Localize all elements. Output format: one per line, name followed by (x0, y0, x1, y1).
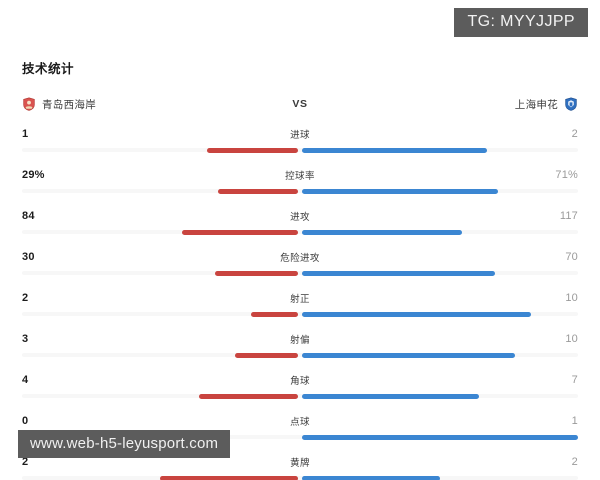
stat-row: 30 危险进攻 70 (22, 246, 578, 278)
page-title: 技术统计 (22, 62, 75, 76)
home-value: 4 (22, 374, 29, 386)
away-value: 10 (565, 292, 578, 304)
away-bar-fill (302, 352, 515, 358)
teams-header: 青岛西海岸 VS 上海申花 (22, 95, 578, 113)
stat-row: 4 角球 7 (22, 369, 578, 401)
home-bar-fill (215, 270, 298, 276)
vs-label: VS (292, 98, 308, 110)
home-value: 2 (22, 456, 29, 468)
stat-bar (22, 227, 578, 237)
away-crest-icon (564, 97, 578, 111)
home-bar-fill (251, 311, 298, 317)
stat-label: 点球 (290, 417, 310, 428)
home-value: 3 (22, 333, 29, 345)
away-bar-fill (302, 393, 479, 399)
stat-label: 控球率 (285, 171, 315, 182)
bar-track-bg (22, 435, 578, 439)
home-value: 0 (22, 415, 29, 427)
stat-row: 3 射偏 10 (22, 328, 578, 360)
away-value: 7 (571, 374, 578, 386)
away-value: 70 (565, 251, 578, 263)
away-bar-fill (302, 147, 487, 153)
home-bar-fill (198, 393, 298, 399)
away-value: 10 (565, 333, 578, 345)
bar-track-bg (22, 230, 578, 234)
stat-bar (22, 473, 578, 480)
stat-bar (22, 145, 578, 155)
home-bar-fill (217, 188, 298, 194)
away-team[interactable]: 上海申花 (515, 97, 578, 112)
away-bar-fill (302, 434, 578, 440)
away-bar-fill (302, 270, 496, 276)
home-value: 29% (22, 169, 45, 181)
away-bar-fill (302, 188, 498, 194)
home-team[interactable]: 青岛西海岸 (22, 97, 96, 112)
stat-row: 1 进球 2 (22, 123, 578, 155)
stat-label: 进球 (290, 130, 310, 141)
stat-bar (22, 186, 578, 196)
stat-label: 危险进攻 (280, 253, 320, 264)
site-watermark: www.web-h5-leyusport.com (18, 430, 231, 458)
stat-bar (22, 350, 578, 360)
home-bar-fill (234, 352, 298, 358)
home-team-name: 青岛西海岸 (42, 98, 96, 111)
stat-bar (22, 309, 578, 319)
bar-track-bg (22, 353, 578, 357)
stats-list: 1 进球 2 29% 控球率 71% (22, 123, 578, 480)
home-crest-icon (22, 97, 36, 111)
bar-track-bg (22, 394, 578, 398)
bar-track-bg (22, 312, 578, 316)
home-value: 84 (22, 210, 35, 222)
stat-label: 进攻 (290, 212, 310, 223)
away-bar-fill (302, 311, 532, 317)
away-bar-fill (302, 475, 440, 480)
away-value: 2 (571, 128, 578, 140)
stat-label: 射正 (290, 294, 310, 305)
stat-label: 角球 (290, 376, 310, 387)
bar-track-bg (22, 476, 578, 480)
home-bar-fill (182, 229, 298, 235)
away-value: 71% (555, 169, 578, 181)
away-value: 1 (571, 415, 578, 427)
away-value: 117 (559, 210, 578, 222)
home-value: 1 (22, 128, 29, 140)
match-stats-panel: 技术统计 青岛西海岸 VS 上海申花 (0, 58, 600, 480)
stat-bar (22, 268, 578, 278)
home-value: 2 (22, 292, 29, 304)
home-bar-fill (160, 475, 298, 480)
stat-row: 2 射正 10 (22, 287, 578, 319)
stat-bar (22, 391, 578, 401)
tg-badge: TG: MYYJJPP (454, 8, 588, 37)
bar-track-bg (22, 148, 578, 152)
stat-row: 84 进攻 117 (22, 205, 578, 237)
bar-track-bg (22, 189, 578, 193)
away-value: 2 (571, 456, 578, 468)
bar-track-bg (22, 271, 578, 275)
stat-bar (22, 432, 578, 442)
home-bar-fill (206, 147, 298, 153)
away-bar-fill (302, 229, 463, 235)
stat-label: 射偏 (290, 335, 310, 346)
home-value: 30 (22, 251, 35, 263)
stat-row: 29% 控球率 71% (22, 164, 578, 196)
away-team-name: 上海申花 (514, 98, 558, 111)
